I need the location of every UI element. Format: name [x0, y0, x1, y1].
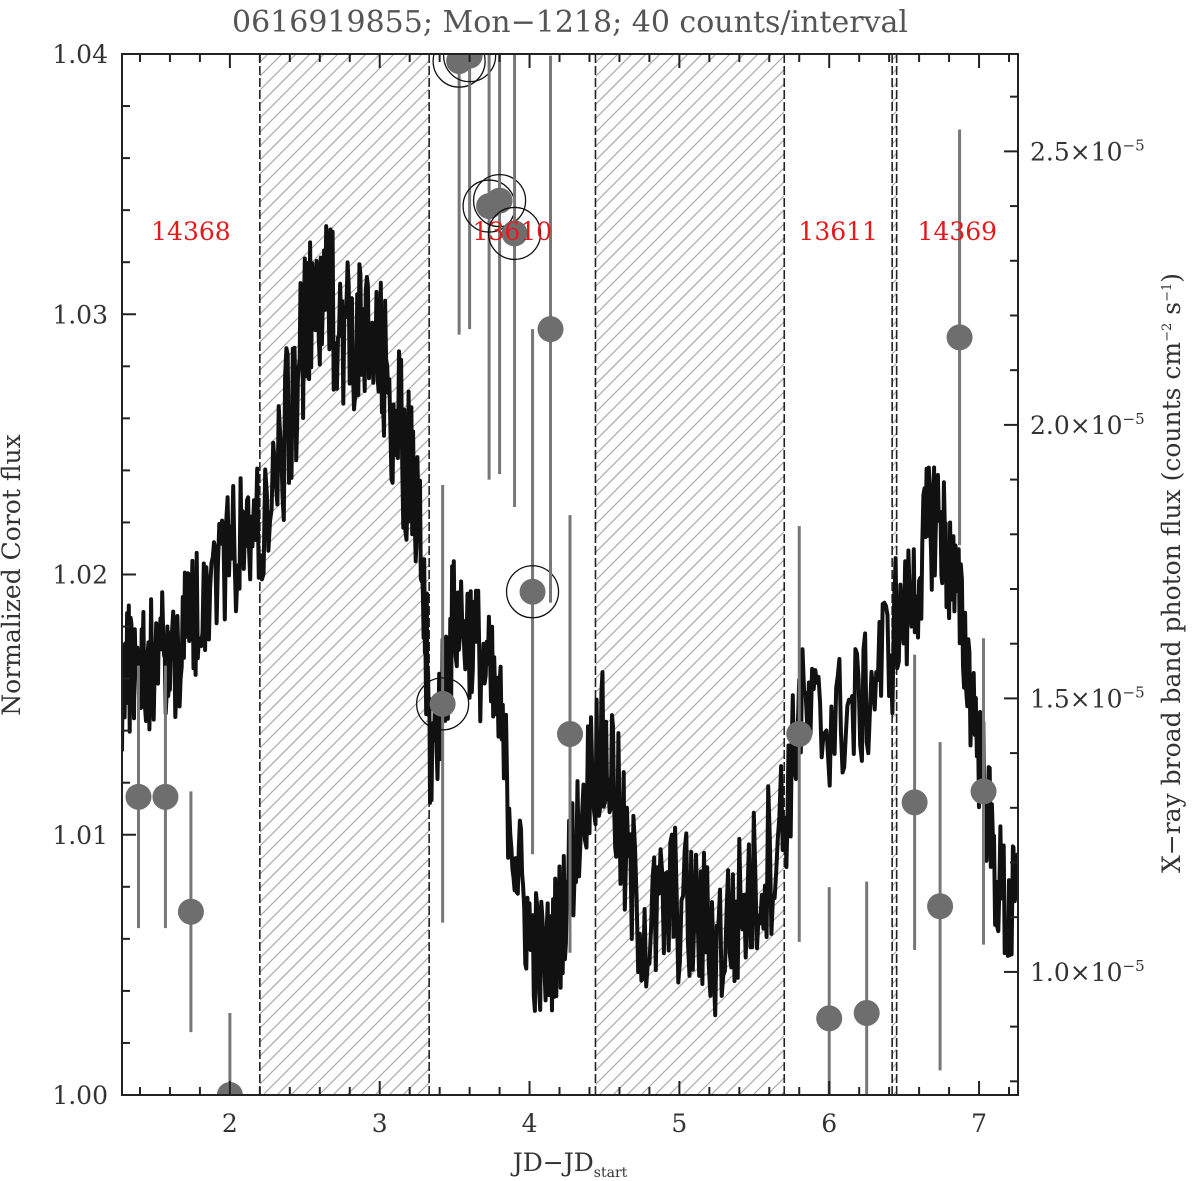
y2-tick-label: 1.5×10−5: [1030, 683, 1145, 713]
y2-tick-mantissa: 2.5×10: [1030, 137, 1123, 166]
xray-point: [429, 690, 456, 717]
y-tick-label: 1.01: [52, 821, 108, 850]
y-tick-label: 1.02: [52, 561, 108, 590]
corot-lightcurve-layer: [122, 224, 1018, 1018]
y2-tick-mantissa: 1.5×10: [1030, 684, 1123, 713]
xray-point: [816, 1005, 843, 1032]
xray-point: [537, 316, 564, 343]
y2-tick-label: 2.0×10−5: [1030, 410, 1145, 440]
y2-tick-mantissa: 1.0×10: [1030, 958, 1123, 987]
xray-point: [927, 893, 954, 920]
x-tick-label: 6: [821, 1109, 837, 1138]
xray-point: [501, 220, 528, 247]
xray-point: [946, 324, 973, 351]
xray-point: [901, 789, 928, 816]
chart-title: 0616919855; Mon−1218; 40 counts/interval: [232, 5, 908, 40]
xray-flag-ring: [442, 54, 497, 83]
x-tick-label: 4: [522, 1109, 538, 1138]
y2-tick-exponent: −5: [1123, 957, 1145, 975]
xray-flag-ring: [415, 677, 470, 731]
x-tick-label: 2: [222, 1109, 238, 1138]
xray-flag-ring: [487, 206, 542, 261]
y2-tick-exponent: −5: [1123, 683, 1145, 701]
xray-point: [970, 778, 997, 805]
x-tick-label: 5: [671, 1109, 687, 1138]
y2-tick-exponent: −5: [1123, 410, 1145, 428]
x-tick-label: 3: [372, 1109, 388, 1138]
observation-label: 13611: [798, 217, 878, 246]
observation-label: 14369: [918, 217, 998, 246]
xray-flag-ring: [472, 173, 527, 228]
xray-points-layer: [125, 54, 997, 1095]
y-tick-label: 1.04: [52, 40, 108, 69]
y-tick-label: 1.03: [52, 300, 108, 329]
xray-point: [152, 783, 179, 810]
observation-label: 14368: [151, 217, 231, 246]
observation-labels: 14368 13610 13611 14369: [151, 217, 997, 246]
y2-tick-label: 1.0×10−5: [1030, 957, 1145, 987]
xray-point: [486, 187, 513, 214]
xray-point: [519, 578, 546, 605]
hatched-gap-regions: [259, 54, 897, 1095]
xray-point: [125, 783, 152, 810]
y-axis-label: Normalized Corot flux: [0, 434, 26, 715]
x-axis-label: JD−JDstart: [510, 1148, 628, 1181]
y-tick-label: 1.00: [52, 1081, 108, 1110]
y2-tick-mantissa: 2.0×10: [1030, 411, 1123, 440]
y2-tick-label: 2.5×10−5: [1030, 136, 1145, 166]
xray-flag-ring: [432, 54, 486, 88]
x-tick-label: 7: [971, 1109, 987, 1138]
xray-point: [557, 720, 583, 747]
observation-label: 13610: [473, 217, 553, 246]
xray-point: [177, 898, 204, 925]
hatched-region: [259, 54, 430, 1095]
y2-tick-exponent: −5: [1123, 136, 1145, 154]
y2-axis-label: X−ray broad band photon flux (counts cm−…: [1157, 273, 1186, 873]
xray-point: [786, 720, 813, 747]
corot-lightcurve: [122, 224, 1018, 1018]
xray-point: [853, 999, 880, 1026]
xray-flag-ring: [505, 565, 560, 619]
axis-ticks: 2 3 4 5 6 71.001.011.021.031.041.0×10−51.5×10…: [52, 40, 1144, 1138]
